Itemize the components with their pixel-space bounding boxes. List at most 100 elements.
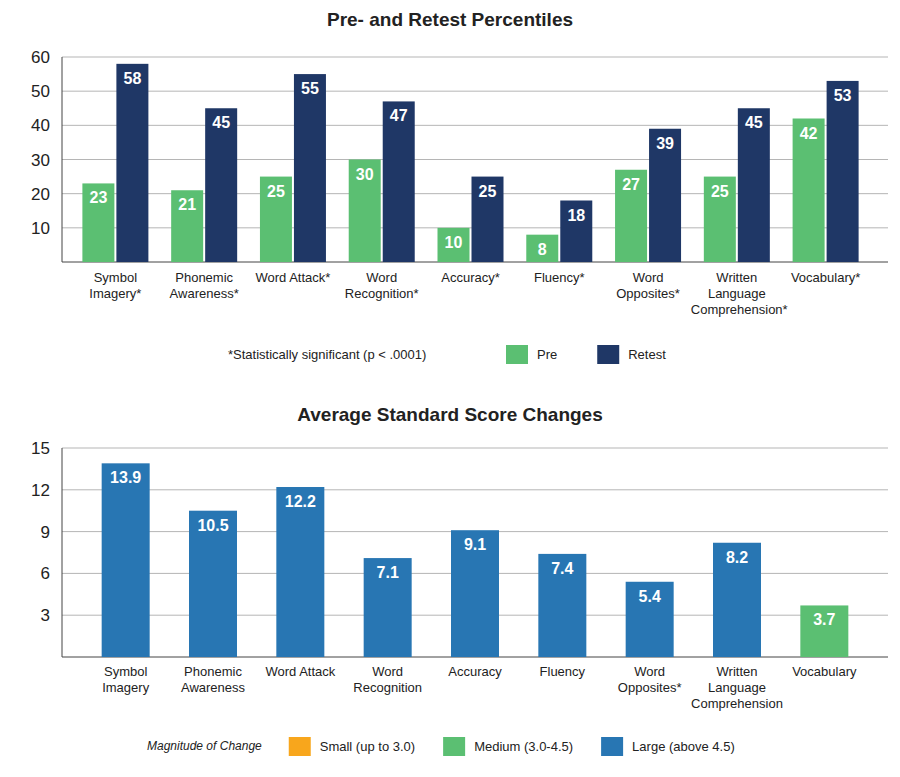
x-tick-label: Accuracy bbox=[429, 664, 521, 680]
data-label: 25 bbox=[479, 183, 497, 200]
bars bbox=[82, 64, 858, 262]
y-tick-label: 50 bbox=[31, 82, 50, 101]
bar bbox=[793, 119, 825, 263]
x-tick-label: Written Language Comprehension* bbox=[691, 270, 783, 318]
bar bbox=[800, 605, 848, 657]
x-tick-label: Word Opposites* bbox=[604, 664, 696, 696]
y-tick-label: 60 bbox=[31, 48, 50, 67]
legend-label: Small (up to 3.0) bbox=[320, 739, 415, 754]
x-tick-label: Symbol Imagery* bbox=[69, 270, 161, 302]
x-tick-label: Fluency* bbox=[513, 270, 605, 286]
data-label: 8.2 bbox=[726, 549, 748, 566]
y-axis bbox=[62, 448, 63, 657]
y-tick-label: 9 bbox=[41, 523, 50, 542]
legend-swatch bbox=[597, 345, 619, 364]
data-label: 9.1 bbox=[464, 536, 486, 553]
x-tick-label: Written Language Comprehension bbox=[691, 664, 783, 712]
data-label: 30 bbox=[356, 166, 374, 183]
y-tick-label: 10 bbox=[31, 219, 50, 238]
legend-swatch bbox=[601, 737, 623, 756]
data-label: 58 bbox=[123, 70, 141, 87]
bar bbox=[827, 81, 859, 262]
data-label: 18 bbox=[567, 207, 585, 224]
x-tick-label: Word Opposites* bbox=[602, 270, 694, 302]
x-tick-label: Word Attack* bbox=[247, 270, 339, 286]
bar bbox=[294, 74, 326, 262]
x-tick-label: Fluency bbox=[516, 664, 608, 680]
legend-title: Magnitude of Change bbox=[147, 739, 262, 753]
bar bbox=[383, 101, 415, 262]
bar bbox=[713, 543, 761, 657]
data-label: 45 bbox=[212, 114, 230, 131]
bar bbox=[538, 554, 586, 657]
x-tick-label: Accuracy* bbox=[425, 270, 517, 286]
y-tick-label: 15 bbox=[31, 439, 50, 458]
data-label: 13.9 bbox=[110, 469, 141, 486]
legend-swatch bbox=[506, 345, 528, 364]
bar bbox=[349, 160, 381, 263]
y-tick-label: 12 bbox=[31, 481, 50, 500]
bar bbox=[102, 463, 150, 657]
data-label: 21 bbox=[178, 196, 196, 213]
bar bbox=[82, 183, 114, 262]
chart-title: Pre- and Retest Percentiles bbox=[327, 9, 573, 30]
bar bbox=[438, 228, 470, 262]
x-tick-label: Vocabulary* bbox=[780, 270, 872, 286]
bar bbox=[205, 108, 237, 262]
grid-line bbox=[62, 489, 888, 490]
data-label: 23 bbox=[89, 189, 107, 206]
data-label: 39 bbox=[656, 135, 674, 152]
bar bbox=[526, 235, 558, 262]
y-tick-label: 30 bbox=[31, 151, 50, 170]
y-tick-label: 3 bbox=[41, 606, 50, 625]
bar bbox=[560, 201, 592, 263]
bar bbox=[649, 129, 681, 262]
data-label: 47 bbox=[390, 107, 408, 124]
bar bbox=[738, 108, 770, 262]
data-label: 5.4 bbox=[639, 588, 661, 605]
data-label: 45 bbox=[745, 114, 763, 131]
legend-label: Pre bbox=[537, 347, 557, 362]
legend-label: Large (above 4.5) bbox=[632, 739, 735, 754]
data-label: 53 bbox=[834, 87, 852, 104]
data-label: 12.2 bbox=[285, 493, 316, 510]
x-tick-label: Word Recognition bbox=[342, 664, 434, 696]
bar bbox=[276, 487, 324, 657]
y-axis bbox=[62, 57, 63, 262]
data-label: 7.4 bbox=[551, 560, 573, 577]
bar bbox=[189, 511, 237, 657]
legend-swatch bbox=[289, 737, 311, 756]
data-label: 7.1 bbox=[377, 564, 399, 581]
data-label: 42 bbox=[800, 125, 818, 142]
grid-line bbox=[62, 57, 888, 58]
data-label: 55 bbox=[301, 80, 319, 97]
bar bbox=[615, 170, 647, 262]
x-tick-label: Symbol Imagery bbox=[80, 664, 172, 696]
x-tick-label: Vocabulary bbox=[778, 664, 870, 680]
y-tick-label: 6 bbox=[41, 564, 50, 583]
bar bbox=[451, 530, 499, 657]
legend-swatch bbox=[443, 737, 465, 756]
data-label: 10 bbox=[445, 234, 463, 251]
bar bbox=[171, 190, 203, 262]
data-label: 10.5 bbox=[197, 517, 228, 534]
annotation: *Statistically significant (p < .0001) bbox=[228, 347, 426, 362]
x-tick-label: Phonemic Awareness* bbox=[158, 270, 250, 302]
x-tick-label: Word Recognition* bbox=[336, 270, 428, 302]
x-tick-label: Phonemic Awareness bbox=[167, 664, 259, 696]
data-label: 8 bbox=[538, 241, 547, 258]
bar bbox=[364, 558, 412, 657]
bar bbox=[704, 177, 736, 262]
chart-title: Average Standard Score Changes bbox=[297, 404, 603, 425]
data-label: 25 bbox=[267, 183, 285, 200]
x-tick-label: Word Attack bbox=[254, 664, 346, 680]
bars bbox=[102, 463, 849, 657]
grid-line bbox=[62, 448, 888, 449]
bar bbox=[472, 177, 504, 262]
bar bbox=[260, 177, 292, 262]
data-label: 27 bbox=[622, 176, 640, 193]
grid-line bbox=[62, 91, 888, 92]
y-tick-label: 20 bbox=[31, 185, 50, 204]
data-label: 25 bbox=[711, 183, 729, 200]
legend-label: Retest bbox=[628, 347, 666, 362]
